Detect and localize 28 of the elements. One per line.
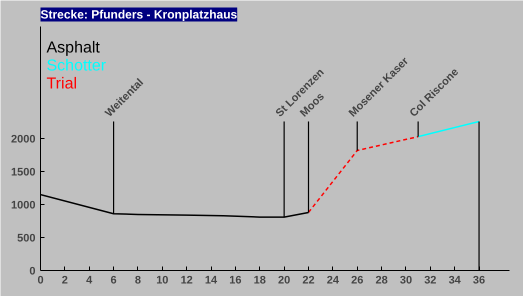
x-tick-label: 4 — [86, 274, 94, 286]
y-tick-label: 0 — [29, 266, 36, 278]
x-tick-label: 30 — [400, 274, 412, 286]
x-tick-label: 12 — [180, 274, 193, 286]
x-tick-label: 8 — [134, 274, 142, 286]
x-tick-label: 0 — [37, 274, 44, 286]
x-tick-label: 2 — [62, 274, 68, 286]
y-tick-label: 500 — [17, 232, 36, 245]
x-tick-label: 20 — [278, 274, 290, 286]
x-tick-label: 32 — [424, 274, 436, 286]
x-tick-label: 14 — [204, 274, 218, 286]
y-tick-label: 2000 — [11, 134, 36, 146]
text: Schotter — [46, 58, 107, 74]
x-tick-label: 36 — [472, 274, 486, 286]
x-tick-label: 26 — [351, 274, 364, 286]
x-tick-label: 24 — [326, 274, 340, 286]
x-tick-label: 6 — [110, 274, 117, 286]
x-tick-label: 28 — [375, 274, 388, 286]
x-tick-label: 16 — [229, 274, 242, 286]
x-tick-label: 22 — [302, 274, 315, 286]
y-tick-label: 1500 — [11, 166, 36, 179]
x-tick-label: 18 — [254, 274, 266, 286]
chart-title: Strecke: Pfunders - Kronplatzhaus — [40, 8, 238, 22]
y-tick-label: 1000 — [11, 200, 36, 212]
text: Trial — [46, 76, 78, 92]
x-tick-label: 10 — [156, 274, 168, 286]
text: Asphalt — [46, 40, 100, 56]
x-tick-label: 34 — [448, 274, 462, 286]
